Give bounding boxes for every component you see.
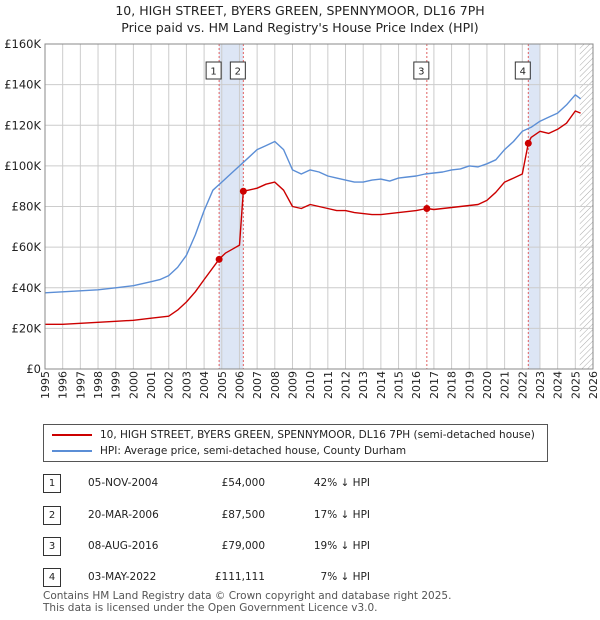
marker-box (413, 61, 430, 80)
y-tick-label: £20K (12, 321, 42, 335)
x-tick-label: 2024 (552, 371, 565, 399)
x-tick-label: 2017 (428, 371, 441, 399)
x-tick-label: 1995 (39, 371, 52, 399)
legend-swatch-blue (52, 450, 92, 452)
legend-item-hpi: HPI: Average price, semi-detached house,… (52, 443, 406, 459)
x-tick-label: 2008 (269, 371, 282, 399)
plot-frame (44, 43, 594, 370)
marker-label: 2 (235, 67, 241, 78)
transaction-number-badge: 2 (43, 506, 61, 525)
transaction-price: £79,000 (221, 540, 265, 552)
x-tick-label: 2013 (357, 371, 370, 399)
transaction-hpi-diff: 17% ↓ HPI (313, 509, 370, 521)
transaction-number-badge: 1 (43, 474, 61, 493)
marker-box (229, 61, 246, 80)
x-tick-label: 1999 (110, 371, 123, 399)
x-tick-label: 2016 (410, 371, 423, 399)
transaction-date: 03-MAY-2022 (88, 571, 157, 583)
marker-box (514, 61, 531, 80)
y-tick-label: £160K (4, 37, 41, 51)
transaction-hpi-diff: 42% ↓ HPI (313, 477, 370, 489)
transaction-price: £87,500 (221, 509, 265, 521)
y-tick-label: £80K (12, 200, 42, 214)
x-tick-label: 2025 (569, 371, 582, 399)
x-tick-label: 2018 (446, 371, 459, 399)
x-tick-label: 2021 (499, 371, 512, 399)
transaction-number-badge: 3 (43, 537, 61, 556)
y-tick-label: £140K (4, 78, 41, 92)
marker-label: 4 (520, 67, 526, 78)
y-tick-label: £0 (26, 362, 41, 376)
x-tick-label: 1998 (92, 371, 105, 399)
transaction-number-badge: 4 (43, 568, 61, 587)
x-tick-label: 2007 (251, 371, 264, 399)
transaction-date: 20-MAR-2006 (88, 509, 159, 521)
marker-label: 1 (210, 67, 216, 78)
marker-label: 3 (418, 67, 424, 78)
x-tick-label: 2014 (375, 371, 388, 399)
x-tick-label: 2019 (463, 371, 476, 399)
legend: 10, HIGH STREET, BYERS GREEN, SPENNYMOOR… (43, 424, 548, 462)
price-chart: 1 2 3 4 £0 £20K £40K £60K £80K £100K £120K £140K £1… (4, 37, 600, 399)
legend-label-hpi: HPI: Average price, semi-detached house,… (100, 445, 407, 457)
marker-box (205, 61, 222, 80)
sale-point (239, 187, 247, 195)
hpi-line (44, 94, 582, 294)
y-tick-label: £40K (12, 281, 42, 295)
x-tick-label: 1996 (57, 371, 70, 399)
transaction-hpi-diff: 19% ↓ HPI (313, 540, 370, 552)
legend-item-property: 10, HIGH STREET, BYERS GREEN, SPENNYMOOR… (52, 427, 535, 443)
x-tick-label: 2009 (286, 371, 299, 399)
transaction-price: £54,000 (221, 477, 265, 489)
x-tick-label: 2006 (233, 371, 246, 399)
x-tick-label: 2000 (127, 371, 140, 399)
transaction-hpi-diff: 7% ↓ HPI (320, 571, 370, 583)
legend-swatch-red (52, 434, 92, 436)
transaction-date: 05-NOV-2004 (88, 477, 159, 489)
y-tick-label: £100K (4, 159, 41, 173)
x-tick-label: 2020 (481, 371, 494, 399)
x-tick-label: 1997 (74, 371, 87, 399)
transaction-price: £111,111 (214, 571, 265, 583)
footer-license: This data is licensed under the Open Gov… (43, 602, 378, 614)
x-tick-label: 2003 (180, 371, 193, 399)
chart-title: 10, HIGH STREET, BYERS GREEN, SPENNYMOOR… (115, 3, 485, 18)
y-tick-label: £60K (12, 240, 42, 254)
legend-label-property: 10, HIGH STREET, BYERS GREEN, SPENNYMOOR… (100, 429, 535, 441)
x-tick-label: 2011 (322, 371, 335, 399)
chart-subtitle: Price paid vs. HM Land Registry's House … (121, 20, 479, 35)
x-tick-label: 2012 (340, 371, 353, 399)
price-paid-line (45, 110, 581, 325)
x-tick-label: 2001 (145, 371, 158, 399)
sale-point (423, 205, 431, 213)
x-tick-label: 2022 (516, 371, 529, 399)
sale-point (215, 255, 223, 263)
x-tick-label: 2010 (304, 371, 317, 399)
footer-copyright: Contains HM Land Registry data © Crown c… (43, 590, 452, 602)
x-tick-label: 2004 (198, 371, 211, 399)
x-tick-label: 2023 (534, 371, 547, 399)
transaction-date: 08-AUG-2016 (88, 540, 159, 552)
x-tick-label: 2015 (393, 371, 406, 399)
x-tick-label: 2002 (163, 371, 176, 399)
sale-point (524, 139, 532, 147)
x-tick-label: 2026 (587, 371, 600, 399)
x-tick-label: 2005 (216, 371, 229, 399)
y-tick-label: £120K (4, 118, 41, 132)
